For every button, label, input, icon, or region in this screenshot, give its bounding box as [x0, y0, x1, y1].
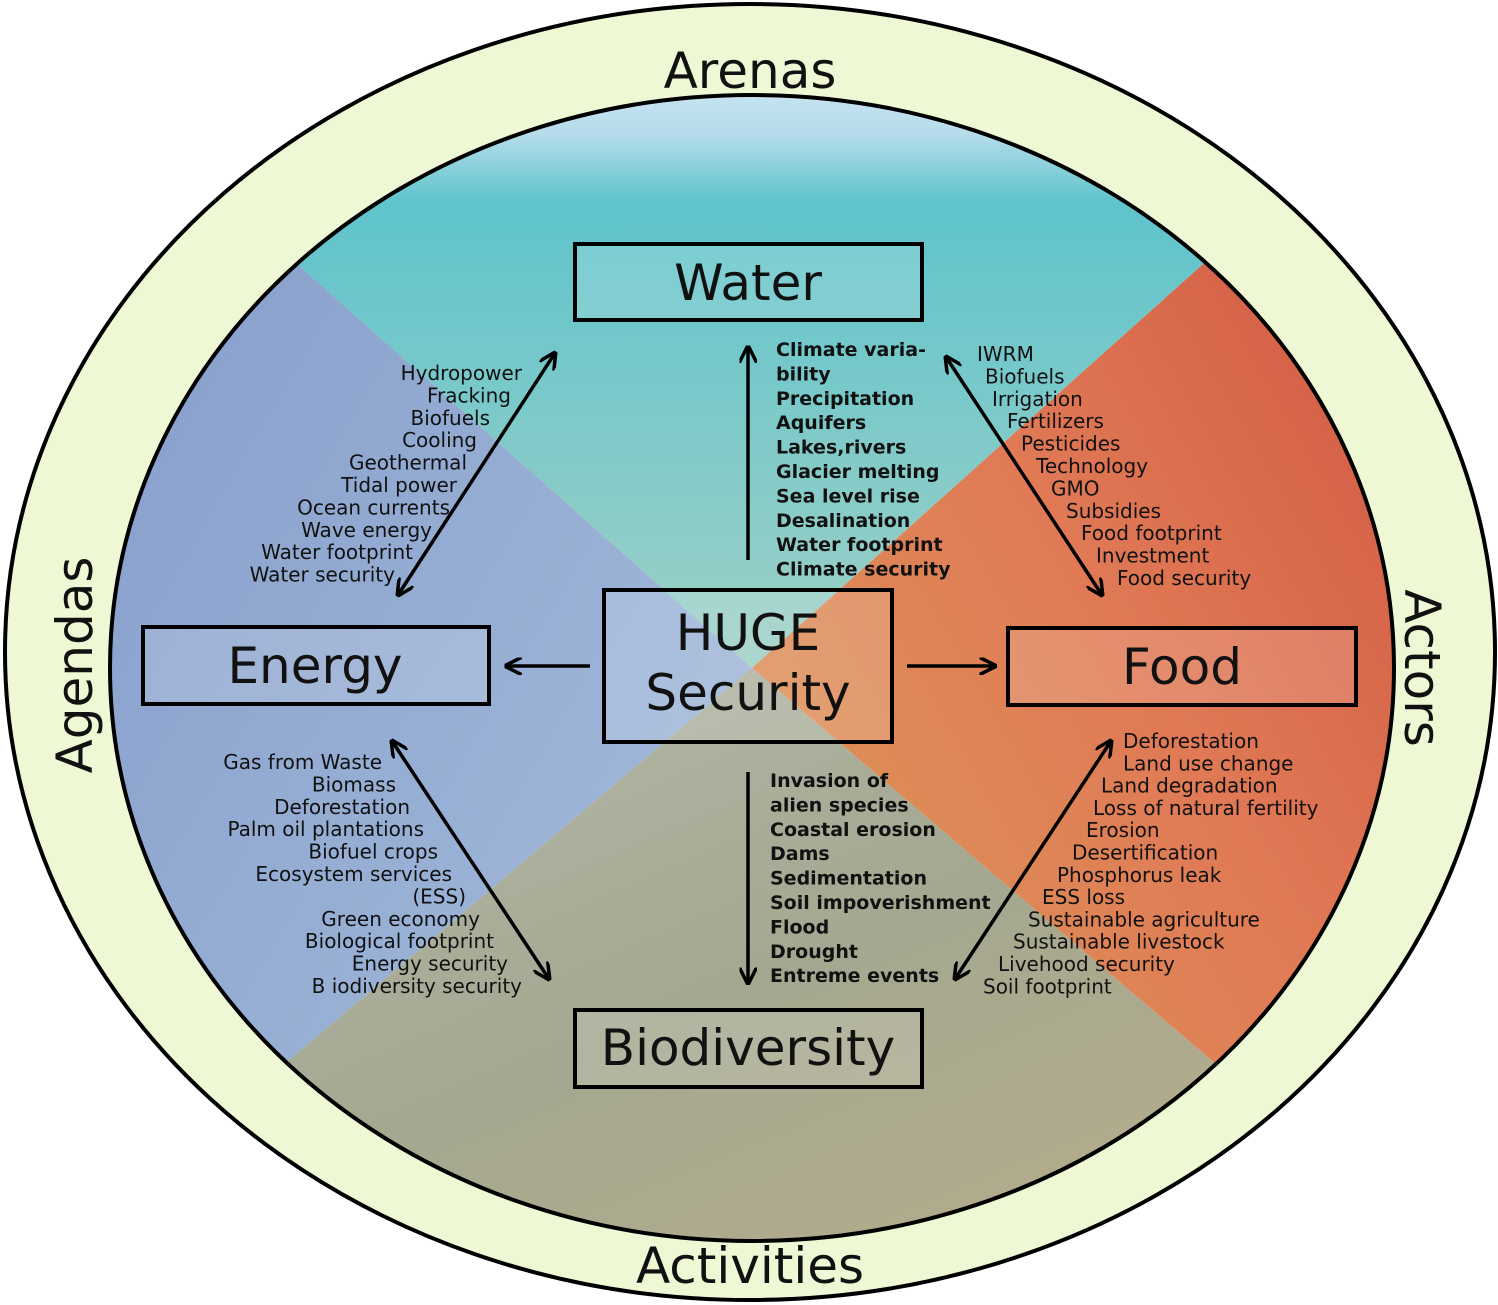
list-item: Green economy: [321, 907, 480, 931]
list-item: Lakes,rivers: [776, 437, 906, 459]
list-item: Subsidies: [1066, 499, 1161, 523]
list-item: Food security: [1117, 566, 1251, 590]
list-item: Land use change: [1123, 751, 1294, 775]
list-item: Deforestation: [1123, 729, 1259, 753]
list-item: Dams: [770, 843, 830, 865]
list-item: Sedimentation: [770, 868, 927, 890]
list-item: Deforestation: [274, 795, 410, 819]
list-item: Irrigation: [992, 387, 1083, 411]
list-item: Water footprint: [261, 540, 413, 564]
list-item: IWRM: [977, 342, 1034, 366]
list-item: Invasion of: [770, 770, 889, 792]
list-item: Biofuel crops: [308, 840, 438, 864]
list-item: Entreme events: [770, 965, 939, 987]
list-item: Food footprint: [1081, 521, 1222, 545]
list-item: Hydropower: [401, 361, 523, 385]
list-item: Sea level rise: [776, 485, 920, 507]
ring-label: Activities: [636, 1237, 864, 1295]
list-item: Energy security: [352, 952, 508, 976]
list-item: bility: [776, 363, 831, 385]
list-item: Technology: [1035, 454, 1148, 478]
list-item: B iodiversity security: [312, 974, 523, 998]
list-item: Ecosystem services: [255, 862, 452, 886]
list-item: Water security: [250, 563, 395, 587]
list-item: Investment: [1096, 544, 1209, 568]
list-item: Flood: [770, 916, 829, 938]
node-label: Food: [1122, 638, 1242, 696]
list-item: Sustainable livestock: [1013, 930, 1225, 954]
ring-label: Arenas: [664, 42, 837, 100]
list-item: (ESS): [412, 884, 466, 908]
list-item: Palm oil plantations: [227, 817, 424, 841]
list-item: Pesticides: [1021, 432, 1120, 456]
diagram: Arenas Activities Agendas Actors Water E…: [0, 0, 1498, 1305]
list-item: ESS loss: [1042, 885, 1125, 909]
list-item: Land degradation: [1101, 774, 1278, 798]
list-item: Fracking: [427, 383, 511, 407]
list-item: Climate varia-: [776, 339, 926, 361]
list-item: Soil footprint: [983, 974, 1112, 998]
list-item: Glacier melting: [776, 461, 940, 483]
list-item: Sustainable agriculture: [1028, 907, 1260, 931]
list-item: Precipitation: [776, 388, 914, 410]
list-item: Tidal power: [340, 473, 458, 497]
node-label: Biodiversity: [601, 1019, 895, 1077]
ring-label: Actors: [1393, 589, 1451, 747]
list-item: Biofuels: [985, 364, 1065, 388]
list-item: Ocean currents: [297, 495, 450, 519]
list-item: Desertification: [1072, 841, 1218, 865]
list-item: Geothermal: [349, 451, 467, 475]
list-item: Biofuels: [410, 406, 490, 430]
list-item: Erosion: [1086, 818, 1160, 842]
ring-label: Agendas: [46, 557, 104, 774]
list-item: Water footprint: [776, 534, 943, 556]
list-item: Phosphorus leak: [1057, 863, 1222, 887]
center-label: Security: [645, 664, 850, 722]
list-item: Drought: [770, 941, 858, 963]
list-item: alien species: [770, 794, 909, 816]
list-item: Livehood security: [998, 952, 1175, 976]
list-item: Soil impoverishment: [770, 892, 991, 914]
list-item: Climate security: [776, 559, 951, 581]
list-item: Biological footprint: [305, 929, 494, 953]
list-item: Cooling: [402, 428, 477, 452]
list-item: GMO: [1051, 476, 1100, 500]
list-item: Aquifers: [776, 412, 866, 434]
node-label: Water: [674, 254, 822, 312]
list-item: Biomass: [312, 772, 396, 796]
list-item: Desalination: [776, 510, 910, 532]
list-item: Wave energy: [301, 518, 432, 542]
list-item: Coastal erosion: [770, 819, 936, 841]
node-label: Energy: [227, 637, 402, 695]
list-item: Loss of natural fertility: [1093, 796, 1319, 820]
list-item: Fertilizers: [1007, 409, 1104, 433]
list-item: Gas from Waste: [223, 750, 382, 774]
center-label: HUGE: [676, 604, 821, 662]
